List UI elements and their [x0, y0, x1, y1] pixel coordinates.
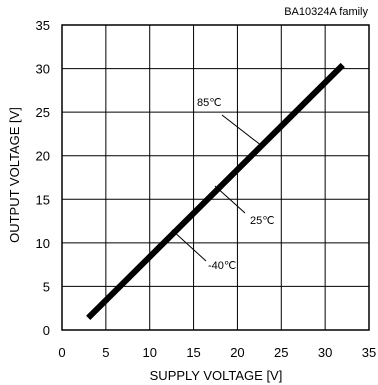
series-line [86, 63, 345, 320]
x-tick-label: 15 [186, 345, 200, 360]
y-axis-label: OUTPUT VOLTAGE [V] [7, 107, 22, 243]
y-tick-label: 5 [43, 279, 50, 294]
x-tick-label: 5 [102, 345, 109, 360]
x-tick-label: 10 [142, 345, 156, 360]
plot-frame [61, 24, 370, 331]
series-lines [86, 62, 345, 320]
series-annotation: -40℃ [208, 260, 236, 272]
annotation-leader [221, 114, 263, 147]
y-tick-label: 15 [36, 192, 50, 207]
y-tick-label: 35 [36, 18, 50, 33]
series-annotation: 85℃ [197, 97, 222, 109]
x-tick-label: 0 [58, 345, 65, 360]
annotation-leader [171, 229, 207, 262]
x-axis-ticks: 0 5 10 15 20 25 30 35 [58, 345, 376, 360]
series-annotation: 25℃ [250, 215, 275, 227]
y-axis-ticks: 0 5 10 15 20 25 30 35 [36, 18, 50, 338]
x-axis-label: SUPPLY VOLTAGE [V] [150, 368, 283, 383]
x-tick-label: 35 [362, 345, 376, 360]
chart-caption: BA10324A family [284, 6, 368, 18]
y-tick-label: 25 [36, 105, 50, 120]
x-tick-label: 30 [318, 345, 332, 360]
y-tick-label: 10 [36, 236, 50, 251]
y-tick-label: 0 [43, 323, 50, 338]
y-tick-label: 20 [36, 149, 50, 164]
grid [62, 25, 369, 330]
y-tick-label: 30 [36, 62, 50, 77]
x-tick-label: 20 [230, 345, 244, 360]
x-tick-label: 25 [274, 345, 288, 360]
annotation-leader [214, 185, 246, 214]
annotations: 85℃ 25℃ -40℃ [171, 97, 275, 272]
